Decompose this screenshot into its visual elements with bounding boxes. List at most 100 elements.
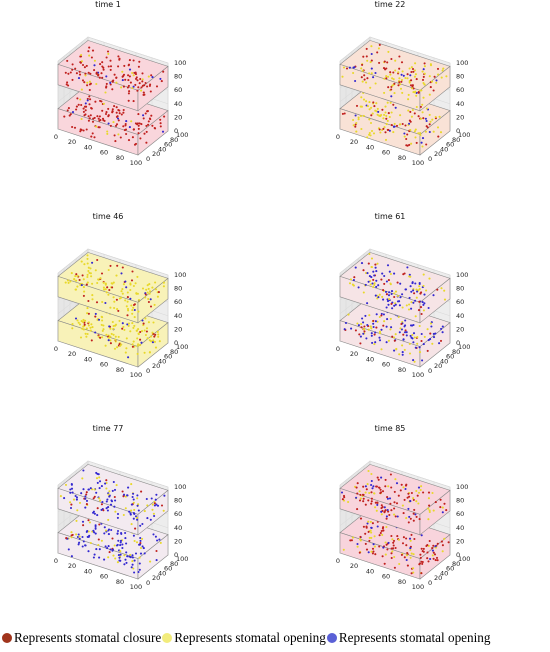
data-point [433, 75, 436, 78]
data-point [435, 79, 438, 82]
data-point [370, 265, 373, 269]
data-point [421, 111, 424, 114]
data-point [71, 111, 75, 114]
data-point [401, 351, 404, 354]
data-point [354, 266, 357, 269]
data-point [384, 105, 387, 108]
data-point [132, 100, 135, 103]
data-point [410, 142, 413, 145]
data-point [413, 69, 416, 72]
data-point [417, 91, 420, 94]
data-point [427, 518, 430, 521]
data-point [428, 123, 431, 126]
data-point [117, 119, 120, 122]
data-point [121, 322, 124, 325]
data-point [384, 553, 387, 556]
data-point [405, 137, 408, 141]
data-point [410, 572, 413, 575]
data-point [113, 134, 116, 137]
data-point [383, 511, 386, 514]
data-point [84, 319, 87, 322]
data-point [414, 282, 417, 285]
data-point [119, 541, 122, 544]
data-point [409, 517, 412, 520]
data-point [352, 284, 355, 287]
data-point [434, 332, 437, 335]
data-point [417, 309, 421, 312]
data-point [100, 503, 103, 506]
data-point [88, 117, 91, 120]
data-point [95, 82, 98, 86]
data-point [359, 493, 362, 496]
data-point [85, 327, 88, 330]
data-point [137, 310, 140, 313]
data-point [366, 483, 369, 486]
data-point [75, 496, 79, 499]
data-point [153, 514, 156, 518]
data-point [134, 282, 137, 285]
data-point [431, 554, 434, 557]
data-point [143, 552, 146, 555]
data-point [399, 114, 402, 117]
data-point [102, 281, 105, 284]
data-point [378, 61, 381, 64]
data-point [406, 496, 409, 499]
data-point [408, 352, 412, 355]
data-point [132, 303, 136, 307]
data-point [144, 333, 147, 337]
data-point [372, 76, 375, 79]
y-tick-label: 20 [152, 574, 160, 582]
x-tick-label: 60 [100, 573, 108, 581]
data-point [116, 346, 119, 349]
data-point [403, 498, 406, 501]
data-point [75, 498, 78, 501]
data-point [403, 331, 407, 334]
data-point [430, 80, 434, 83]
data-point [75, 279, 78, 282]
data-point [427, 306, 430, 310]
data-point [387, 510, 390, 513]
data-point [442, 67, 445, 70]
data-point [107, 122, 110, 125]
data-point [431, 491, 434, 495]
data-point [427, 560, 430, 563]
y-tick-label: 0 [428, 367, 432, 375]
data-point [59, 495, 62, 498]
data-point [88, 521, 91, 524]
data-point [364, 491, 367, 494]
data-point [382, 117, 385, 120]
data-point [376, 262, 379, 265]
data-point [426, 557, 429, 560]
data-point [420, 312, 423, 316]
x-tick-label: 100 [412, 583, 424, 591]
data-point [133, 316, 136, 319]
data-point [357, 286, 360, 289]
data-point [368, 491, 371, 495]
data-point [117, 554, 120, 557]
data-point [138, 82, 141, 85]
data-point [424, 130, 427, 133]
data-point [356, 545, 359, 548]
data-point [129, 283, 132, 286]
data-point [139, 524, 142, 527]
data-point [81, 79, 85, 82]
data-point [140, 86, 143, 89]
layer-2 [339, 40, 451, 112]
data-point [382, 526, 385, 529]
data-point [107, 65, 110, 68]
data-point [367, 469, 370, 473]
data-point [137, 328, 140, 331]
data-point [438, 342, 441, 345]
data-point [121, 490, 124, 493]
data-point [130, 509, 133, 512]
data-point [401, 293, 404, 296]
data-point [70, 555, 73, 558]
data-point [107, 545, 110, 548]
y-tick-label: 80 [452, 348, 460, 356]
data-point [101, 61, 104, 64]
data-point [372, 550, 375, 553]
data-point [376, 51, 379, 54]
data-point [78, 323, 82, 326]
